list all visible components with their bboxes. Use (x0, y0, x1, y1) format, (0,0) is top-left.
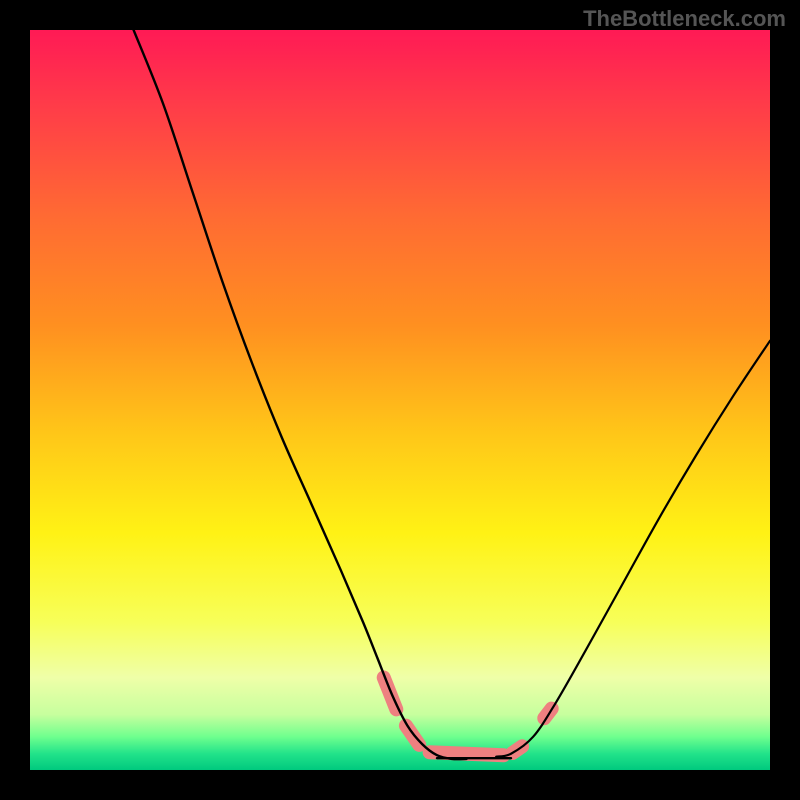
plot-svg (30, 30, 770, 770)
watermark-text: TheBottleneck.com (583, 6, 786, 32)
gradient-background (30, 30, 770, 770)
highlight-segment-2 (430, 752, 504, 755)
chart-frame: TheBottleneck.com (0, 0, 800, 800)
plot-area (30, 30, 770, 770)
